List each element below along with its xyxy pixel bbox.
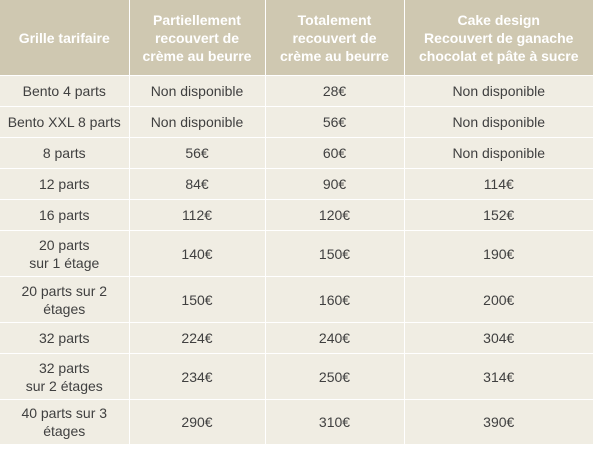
header-grille-tarifaire: Grille tarifaire: [0, 0, 130, 76]
row-label: 8 parts: [0, 137, 130, 169]
row-label-line: étages: [43, 423, 86, 439]
price-cake-design-cell: 190€: [404, 230, 593, 277]
price-cake-design-cell: 152€: [404, 199, 593, 231]
price-partiel-cell: Non disponible: [129, 106, 266, 138]
header-line: recouvert de: [154, 29, 240, 46]
table-row: 32 parts sur 2 étages 234€ 250€ 314€: [0, 353, 593, 400]
header-row: Grille tarifaire Partiellement recouvert…: [0, 0, 593, 76]
header-partiellement: Partiellement recouvert de crème au beur…: [129, 0, 266, 76]
price-cake-design-cell: 114€: [404, 168, 593, 200]
row-label-line: 40 parts sur 3: [21, 405, 108, 421]
table-row: 20 parts sur 1 étage 140€ 150€ 190€: [0, 230, 593, 277]
table-row: 12 parts 84€ 90€ 114€: [0, 168, 593, 200]
price-total-cell: 310€: [265, 399, 405, 445]
row-label-line: sur 2 étages: [25, 377, 103, 394]
price-table-header: Grille tarifaire Partiellement recouvert…: [0, 0, 593, 76]
row-label: 40 parts sur 3 étages: [0, 399, 130, 445]
row-label-line: Bento 4 parts: [22, 83, 106, 99]
row-label-line: Bento XXL 8 parts: [7, 114, 121, 130]
row-label: 20 parts sur 2 étages: [0, 276, 130, 323]
table-row: Bento 4 parts Non disponible 28€ Non dis…: [0, 75, 593, 107]
price-partiel-cell: 56€: [129, 137, 266, 169]
price-cake-design-cell: 390€: [404, 399, 593, 445]
price-partiel-cell: 140€: [129, 230, 266, 277]
header-line: Grille tarifaire: [18, 29, 110, 46]
price-total-cell: 60€: [265, 137, 405, 169]
row-label: 32 parts sur 2 étages: [0, 353, 130, 400]
price-total-cell: 28€: [265, 75, 405, 107]
table-row: 20 parts sur 2 étages 150€ 160€ 200€: [0, 276, 593, 323]
row-label: 12 parts: [0, 168, 130, 200]
table-row: 40 parts sur 3 étages 290€ 310€ 390€: [0, 399, 593, 445]
header-totalement: Totalement recouvert de crème au beurre: [265, 0, 405, 76]
price-cake-design-cell: 314€: [404, 353, 593, 400]
row-label-line: 16 parts: [38, 207, 90, 223]
row-label: 16 parts: [0, 199, 130, 231]
row-label-line: 32 parts: [38, 330, 90, 346]
price-cake-design-cell: 200€: [404, 276, 593, 323]
header-line: Partiellement: [153, 11, 241, 28]
row-label: 32 parts: [0, 322, 130, 354]
header-line: crème au beurre: [142, 47, 252, 64]
price-partiel-cell: 224€: [129, 322, 266, 354]
price-cake-design-cell: Non disponible: [404, 137, 593, 169]
row-label: Bento XXL 8 parts: [0, 106, 130, 138]
header-line: Cake design: [457, 11, 540, 28]
price-total-cell: 120€: [265, 199, 405, 231]
price-table-body: Bento 4 parts Non disponible 28€ Non dis…: [0, 75, 593, 445]
table-row: 32 parts 224€ 240€ 304€: [0, 322, 593, 354]
price-total-cell: 160€: [265, 276, 405, 323]
header-line: crème au beurre: [280, 47, 389, 64]
price-partiel-cell: 290€: [129, 399, 266, 445]
row-label-line: 8 parts: [42, 145, 86, 161]
price-cake-design-cell: 304€: [404, 322, 593, 354]
row-label-line: 32 parts: [38, 359, 90, 376]
header-line: Totalement: [297, 11, 372, 28]
price-cake-design-cell: Non disponible: [404, 75, 593, 107]
header-line: chocolat et pâte à sucre: [418, 47, 579, 64]
row-label-line: étages: [43, 300, 86, 317]
price-partiel-cell: 112€: [129, 199, 266, 231]
price-partiel-cell: 234€: [129, 353, 266, 400]
header-cake-design: Cake design Recouvert de ganache chocola…: [404, 0, 593, 76]
row-label-line: 12 parts: [38, 176, 90, 192]
price-total-cell: 150€: [265, 230, 405, 277]
price-table: Grille tarifaire Partiellement recouvert…: [0, 0, 593, 445]
price-total-cell: 240€: [265, 322, 405, 354]
header-line: Recouvert de ganache: [424, 29, 574, 46]
row-label: 20 parts sur 1 étage: [0, 230, 130, 277]
table-row: Bento XXL 8 parts Non disponible 56€ Non…: [0, 106, 593, 138]
row-label-line: 20 parts sur 2: [21, 282, 108, 299]
price-partiel-cell: Non disponible: [129, 75, 266, 107]
price-total-cell: 250€: [265, 353, 405, 400]
price-partiel-cell: 150€: [129, 276, 266, 323]
row-label: Bento 4 parts: [0, 75, 130, 107]
table-row: 8 parts 56€ 60€ Non disponible: [0, 137, 593, 169]
price-total-cell: 56€: [265, 106, 405, 138]
price-partiel-cell: 84€: [129, 168, 266, 200]
price-cake-design-cell: Non disponible: [404, 106, 593, 138]
row-label-line: sur 1 étage: [29, 254, 100, 271]
table-row: 16 parts 112€ 120€ 152€: [0, 199, 593, 231]
price-total-cell: 90€: [265, 168, 405, 200]
header-line: recouvert de: [292, 29, 377, 46]
row-label-line: 20 parts: [38, 236, 90, 253]
